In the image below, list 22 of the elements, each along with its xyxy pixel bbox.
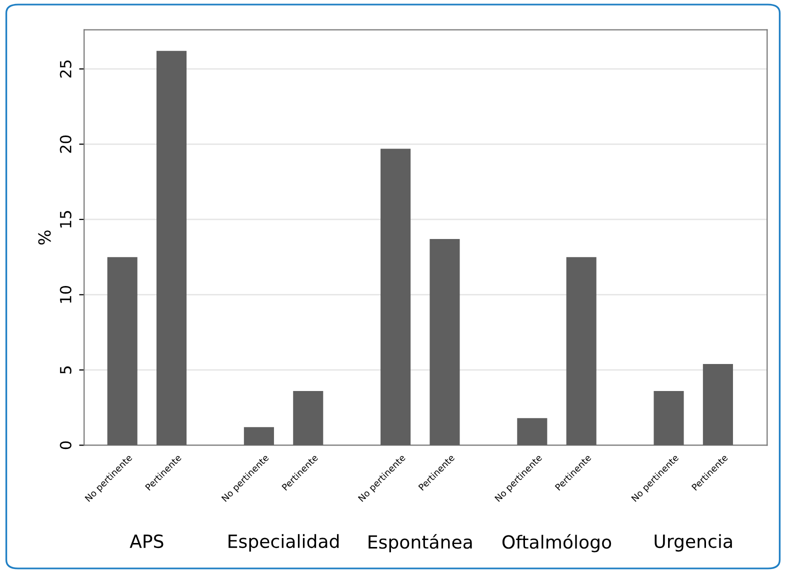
x-tick-label: Urgencia — [654, 534, 732, 552]
bar — [430, 239, 460, 446]
bar — [380, 148, 411, 446]
y-tick-label: 5 — [60, 366, 72, 374]
bar — [244, 427, 274, 446]
bar — [293, 391, 324, 446]
bar — [107, 257, 138, 446]
bar — [654, 391, 684, 446]
bar — [517, 418, 548, 446]
y-tick-label: 15 — [60, 211, 72, 228]
y-tick-label: 20 — [60, 135, 72, 153]
x-tick-label: Especialidad — [228, 534, 339, 552]
x-tick-label: Espontánea — [368, 534, 472, 552]
x-tick-label: Oftalmólogo — [502, 534, 612, 552]
bar — [702, 364, 733, 446]
y-tick-label: 10 — [60, 286, 72, 303]
y-tick-label: 25 — [60, 60, 72, 78]
bar — [566, 257, 596, 446]
y-axis-title: % — [38, 230, 51, 245]
y-tick-label: 0 — [60, 441, 72, 450]
x-tick-label: APS — [130, 534, 164, 548]
bar — [156, 50, 187, 446]
